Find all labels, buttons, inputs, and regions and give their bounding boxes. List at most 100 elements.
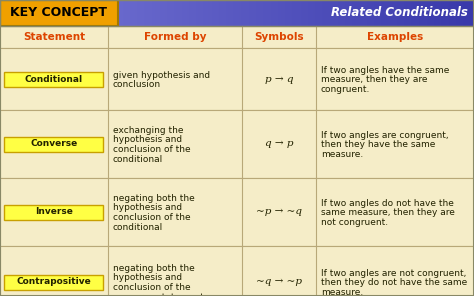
Bar [191,0,192,26]
Bar [281,0,282,26]
Bar [224,0,225,26]
Bar [307,0,309,26]
Bar [337,0,338,26]
Text: Contrapositive: Contrapositive [17,278,91,287]
Bar [278,0,280,26]
Bar [179,0,180,26]
Bar [359,0,361,26]
Bar [221,0,223,26]
Bar [394,0,396,26]
Bar [467,0,469,26]
Bar [240,0,242,26]
Bar [193,0,194,26]
Bar [335,0,337,26]
Bar [361,0,363,26]
Text: If two angles are congruent,: If two angles are congruent, [321,131,448,140]
Bar [442,0,444,26]
Bar [334,0,336,26]
Bar [262,0,263,26]
Bar [238,0,239,26]
Bar [121,0,123,26]
Bar [363,0,364,26]
Bar [253,0,255,26]
Bar [435,0,437,26]
Bar [282,0,283,26]
Bar [344,0,345,26]
Text: If two angles do not have the: If two angles do not have the [321,199,454,208]
Bar [341,0,343,26]
Bar [392,0,394,26]
FancyBboxPatch shape [4,205,103,220]
Bar [228,0,230,26]
Bar [303,0,305,26]
Bar [206,0,208,26]
Bar [416,0,418,26]
Bar [354,0,356,26]
Text: negating both the: negating both the [113,194,195,203]
Bar [139,0,141,26]
Bar [163,0,165,26]
Bar [201,0,203,26]
Bar [374,0,376,26]
Bar [347,0,349,26]
Bar [431,0,433,26]
Bar [252,0,254,26]
Bar [425,0,427,26]
Bar [439,0,441,26]
Bar [417,0,419,26]
Bar [469,0,471,26]
Bar [320,0,321,26]
Bar [170,0,172,26]
Bar [314,0,316,26]
Text: q → p: q → p [265,139,293,149]
Bar [346,0,347,26]
FancyBboxPatch shape [4,72,103,86]
Text: exchanging the: exchanging the [113,126,183,135]
Text: conclusion: conclusion [113,80,161,89]
Bar [248,0,250,26]
Text: Formed by: Formed by [144,32,206,42]
Bar [380,0,382,26]
Bar [321,0,323,26]
Bar [409,0,410,26]
Bar [272,0,274,26]
Bar [401,0,402,26]
Bar [250,0,251,26]
Bar [353,0,355,26]
Text: congruent.: congruent. [321,85,370,94]
Bar [465,0,466,26]
Bar [291,0,293,26]
Bar [119,0,121,26]
Bar [263,0,264,26]
Bar [393,0,395,26]
Bar [405,0,407,26]
Bar [274,0,276,26]
Bar [457,0,459,26]
Bar [366,0,368,26]
Bar [365,0,366,26]
Bar [270,0,272,26]
Text: Related Conditionals: Related Conditionals [331,7,468,20]
Bar [143,0,145,26]
Bar [257,0,258,26]
Bar [437,0,439,26]
Bar [222,0,224,26]
Bar [0,26,474,48]
Bar [424,0,426,26]
Bar [472,0,474,26]
Text: measure.: measure. [321,288,363,296]
Bar [118,0,120,26]
Bar [349,0,351,26]
Bar [296,0,298,26]
Bar [251,0,253,26]
Bar [136,0,137,26]
Bar [219,0,220,26]
Bar [273,0,275,26]
Bar [245,0,246,26]
Bar [243,0,244,26]
Bar [0,178,474,246]
Bar [391,0,392,26]
Bar [154,0,155,26]
Bar [149,0,151,26]
Bar [176,0,178,26]
